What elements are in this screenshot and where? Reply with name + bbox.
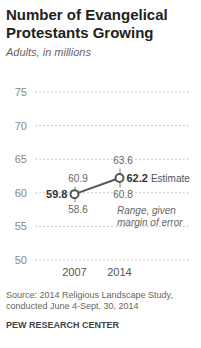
svg-text:60.8: 60.8 (113, 189, 133, 200)
svg-text:65: 65 (15, 153, 27, 165)
svg-text:62.2Estimate: 62.2Estimate (127, 172, 191, 184)
svg-text:60: 60 (15, 187, 27, 199)
svg-text:75: 75 (15, 86, 27, 98)
svg-text:2007: 2007 (62, 266, 86, 278)
svg-text:60.9: 60.9 (68, 173, 88, 184)
html-text:Adults, in millions: Adults, in millions (6, 46, 91, 58)
svg-text:58.6: 58.6 (68, 204, 88, 215)
html-text:Number of Evangelical Protesta: Number of Evangelical Protestants Growin… (6, 6, 168, 41)
svg-text:70: 70 (15, 120, 27, 132)
html-text:Range, given margin of error: Range, given margin of error (117, 205, 183, 228)
svg-text:2014: 2014 (107, 266, 131, 278)
svg-text:50: 50 (15, 254, 27, 266)
svg-text:59.8: 59.8 (46, 188, 67, 200)
svg-text:63.6: 63.6 (113, 155, 133, 166)
html-text:PEW RESEARCH CENTER: PEW RESEARCH CENTER (6, 320, 119, 330)
svg-text:55: 55 (15, 220, 27, 232)
html-text:Source: 2014 Religious Landsca: Source: 2014 Religious Landscape Study, … (6, 290, 173, 311)
